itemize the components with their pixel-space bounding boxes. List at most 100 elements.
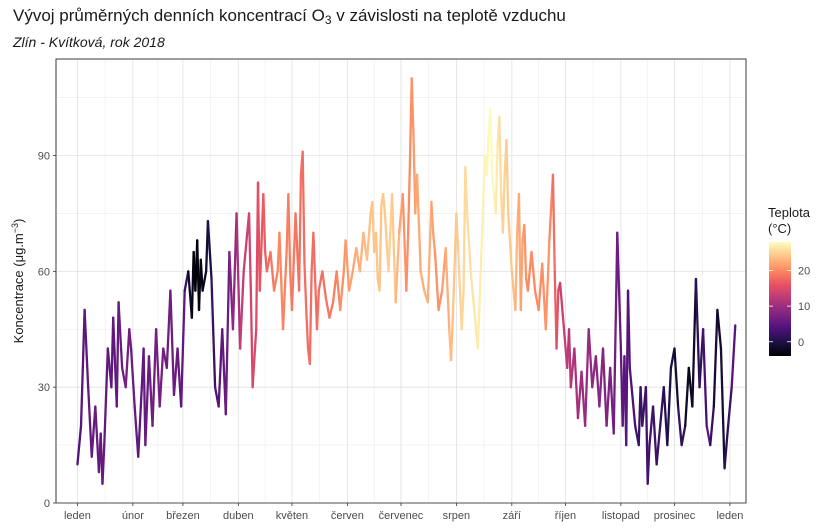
series-segment [573, 347, 580, 420]
series-segment [701, 328, 708, 427]
series-segment [154, 328, 161, 408]
series-segment [558, 281, 565, 327]
x-tick-label: červen [331, 510, 364, 522]
series-segment [694, 277, 701, 389]
series-segment [457, 250, 463, 331]
series-segment [169, 289, 176, 397]
series-segment [430, 200, 435, 234]
series-segment [673, 347, 680, 408]
series-segment [583, 328, 590, 427]
temperature-legend: Teplota (°C) 0 10 20 [768, 205, 811, 356]
series-segment [723, 424, 730, 470]
series-segment [544, 239, 551, 331]
series-segment [730, 324, 737, 389]
series-segment [272, 270, 279, 292]
series-segment [206, 220, 213, 281]
series-segment [83, 308, 90, 389]
series-segment [444, 247, 451, 331]
series-segment [339, 270, 345, 312]
series-segment [601, 347, 608, 427]
series-segment [455, 212, 460, 254]
x-axis: leden únor březen duben květen červen červenec… [64, 503, 743, 522]
series-segment [365, 212, 372, 261]
legend-title-line2: (°C) [768, 221, 791, 236]
series-segment [666, 366, 673, 447]
series-segment [480, 200, 485, 254]
series-segment [210, 277, 217, 389]
series-segment [460, 289, 465, 331]
series-segment [249, 289, 254, 389]
series-segment [617, 289, 623, 350]
series-segment [151, 328, 158, 427]
series-segment [297, 173, 303, 292]
series-segment [305, 308, 310, 350]
series-segment [303, 262, 308, 312]
series-segment [709, 405, 715, 447]
series-segment [684, 366, 690, 427]
legend-tick-label: 0 [798, 337, 804, 349]
y-tick-label: 0 [44, 498, 50, 510]
chart-subtitle: Zlín - Kvítková, rok 2018 [13, 34, 165, 50]
series-segment [551, 173, 556, 273]
series-segment [381, 192, 387, 215]
series-segment [426, 200, 433, 304]
series-segment [523, 223, 528, 281]
series-segment [612, 231, 619, 435]
series-segment [278, 231, 285, 331]
series-segment [405, 231, 410, 292]
series-segment [351, 247, 358, 273]
series-segment [287, 192, 292, 273]
series-segment [129, 347, 136, 408]
series-segment [235, 212, 242, 350]
series-segment [415, 173, 422, 273]
series-segment [378, 204, 383, 292]
series-segment [144, 355, 151, 447]
series-segment [494, 146, 499, 215]
series-segment [567, 328, 572, 389]
series-segment [505, 138, 510, 215]
series-segment [476, 250, 483, 350]
series-segment [262, 192, 267, 254]
legend-colorbar [769, 242, 791, 356]
y-axis-label-end: ) [11, 219, 26, 223]
x-tick-label: únor [122, 510, 144, 522]
series-segment [410, 77, 415, 138]
series-segment [491, 173, 496, 196]
series-segment [242, 231, 249, 273]
series-segment [247, 212, 252, 292]
x-tick-label: říjen [555, 510, 576, 522]
series-segment [451, 212, 458, 319]
y-axis: 0 30 60 90 [38, 151, 56, 510]
series-segment [716, 308, 723, 350]
series-segment [117, 301, 124, 370]
series-segment [626, 289, 631, 370]
series-segment [158, 347, 165, 408]
x-tick-label: leden [716, 510, 743, 522]
x-tick-label: červenec [379, 510, 424, 522]
series-segment [324, 297, 331, 319]
y-axis-label: Koncentrace (μg.m−3) [10, 219, 26, 344]
series-segment [335, 270, 342, 312]
x-tick-label: leden [64, 510, 91, 522]
series-segment [616, 231, 621, 292]
y-tick-label: 60 [38, 266, 50, 278]
y-tick-label: 30 [38, 382, 50, 394]
legend-ticks: 0 10 20 [769, 266, 810, 349]
series-segment [519, 239, 524, 312]
chart-title: Vývoj průměrných denních koncentrací O3 … [13, 6, 566, 27]
series-segment [489, 108, 494, 176]
x-tick-label: prosinec [654, 510, 696, 522]
series-segment [514, 231, 519, 312]
series-segment [348, 270, 354, 292]
series-segment [290, 212, 297, 312]
series-segment [437, 289, 444, 312]
series-segment [101, 443, 106, 485]
series-segment [651, 405, 658, 466]
series-segment [224, 250, 231, 416]
legend-title-line1: Teplota [768, 205, 811, 220]
series-segment [308, 270, 313, 366]
series-segment [407, 162, 412, 234]
series-segment [328, 301, 335, 319]
chart-title-subscript: 3 [324, 13, 332, 27]
series-segment [358, 231, 365, 273]
